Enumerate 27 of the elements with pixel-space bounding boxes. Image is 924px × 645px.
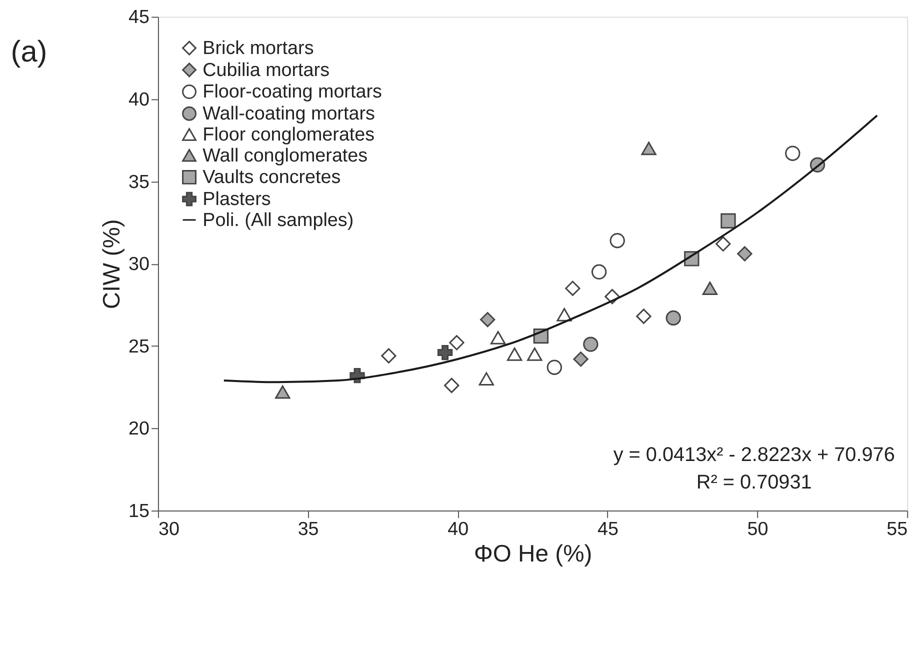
y-tick-label: 15 [128, 500, 150, 522]
legend-label: Floor-coating mortars [202, 80, 382, 102]
y-tick-label: 40 [128, 88, 150, 110]
legend-label: Wall conglomerates [202, 144, 368, 166]
annotation: y = 0.0413x² - 2.8223x + 70.976 [613, 444, 895, 466]
annotation: R² = 0.70931 [696, 472, 812, 494]
legend-label: Plasters [202, 188, 271, 210]
x-tick-label: 35 [298, 518, 319, 539]
y-axis-title: CIW (%) [98, 219, 126, 310]
y-tick-label: 20 [128, 418, 150, 439]
x-tick-label: 50 [747, 518, 768, 539]
legend-label: Vaults concretes [202, 166, 341, 188]
legend-label: Brick mortars [202, 37, 314, 58]
y-tick-label: 45 [128, 6, 150, 28]
legend-label: Cubilia mortars [202, 58, 330, 80]
legend-label: Floor conglomerates [202, 123, 375, 144]
x-tick-label: 55 [886, 518, 908, 539]
y-tick-label: 30 [128, 253, 150, 274]
x-tick-label: 45 [597, 518, 618, 539]
y-tick-label: 35 [128, 170, 150, 192]
y-tick-label: 25 [128, 335, 150, 356]
text: (a) [10, 35, 48, 68]
x-tick-label: 30 [158, 518, 180, 539]
x-tick-label: 40 [448, 518, 469, 539]
x-axis-title: ΦO He (%) [474, 540, 592, 568]
legend-label: Poli. (All samples) [202, 208, 354, 230]
legend-label: Wall-coating mortars [202, 102, 375, 124]
